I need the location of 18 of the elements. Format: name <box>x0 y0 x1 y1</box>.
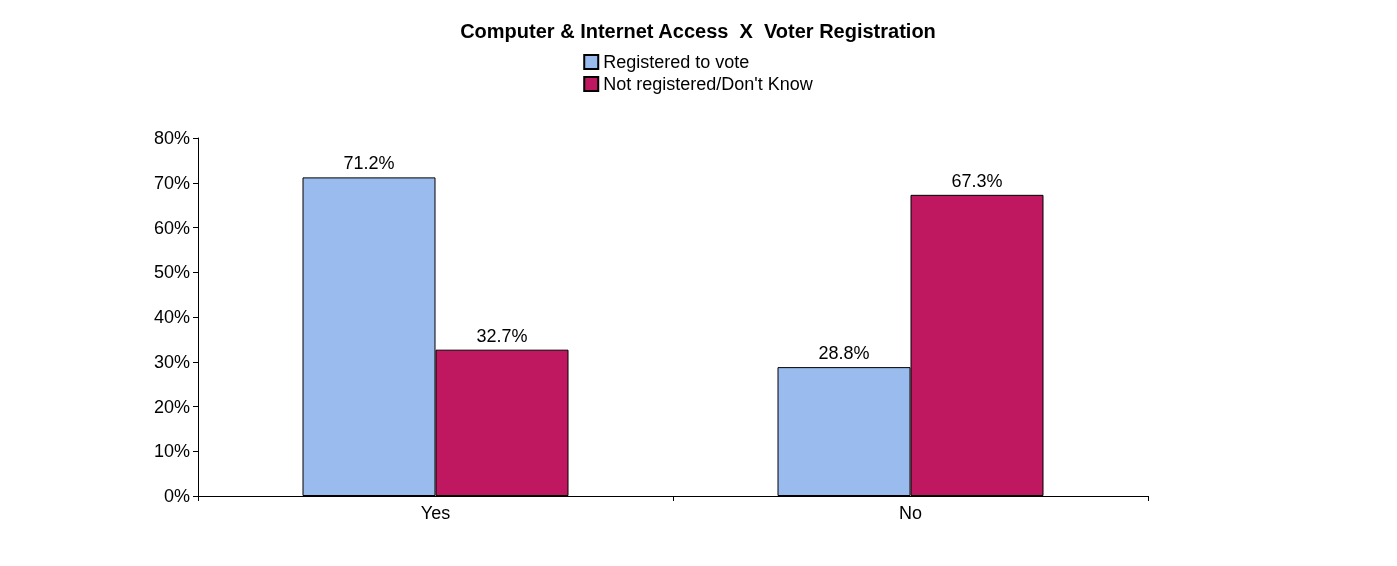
y-tick-label: 80% <box>153 128 190 148</box>
legend-label: Not registered/Don't Know <box>603 74 814 94</box>
y-tick-label: 60% <box>153 217 190 238</box>
x-tick-label: Yes <box>420 503 451 523</box>
data-label: 28.8% <box>818 343 870 364</box>
y-tick-label: 0% <box>163 486 190 506</box>
x-tick-label: No <box>898 503 923 523</box>
y-tick-label: 20% <box>153 396 190 417</box>
chart-title: Computer & Internet Access X Voter Registration <box>460 20 936 42</box>
y-tick-label: 40% <box>153 307 190 327</box>
y-tick-label: 50% <box>153 262 190 283</box>
y-tick-label: 30% <box>153 351 190 372</box>
data-label: 71.2% <box>343 153 395 174</box>
legend-label: Registered to vote <box>603 52 750 72</box>
data-label: 32.7% <box>476 325 528 346</box>
y-tick-label: 10% <box>153 441 190 462</box>
data-label: 67.3% <box>951 170 1003 191</box>
y-tick-label: 70% <box>153 172 190 193</box>
